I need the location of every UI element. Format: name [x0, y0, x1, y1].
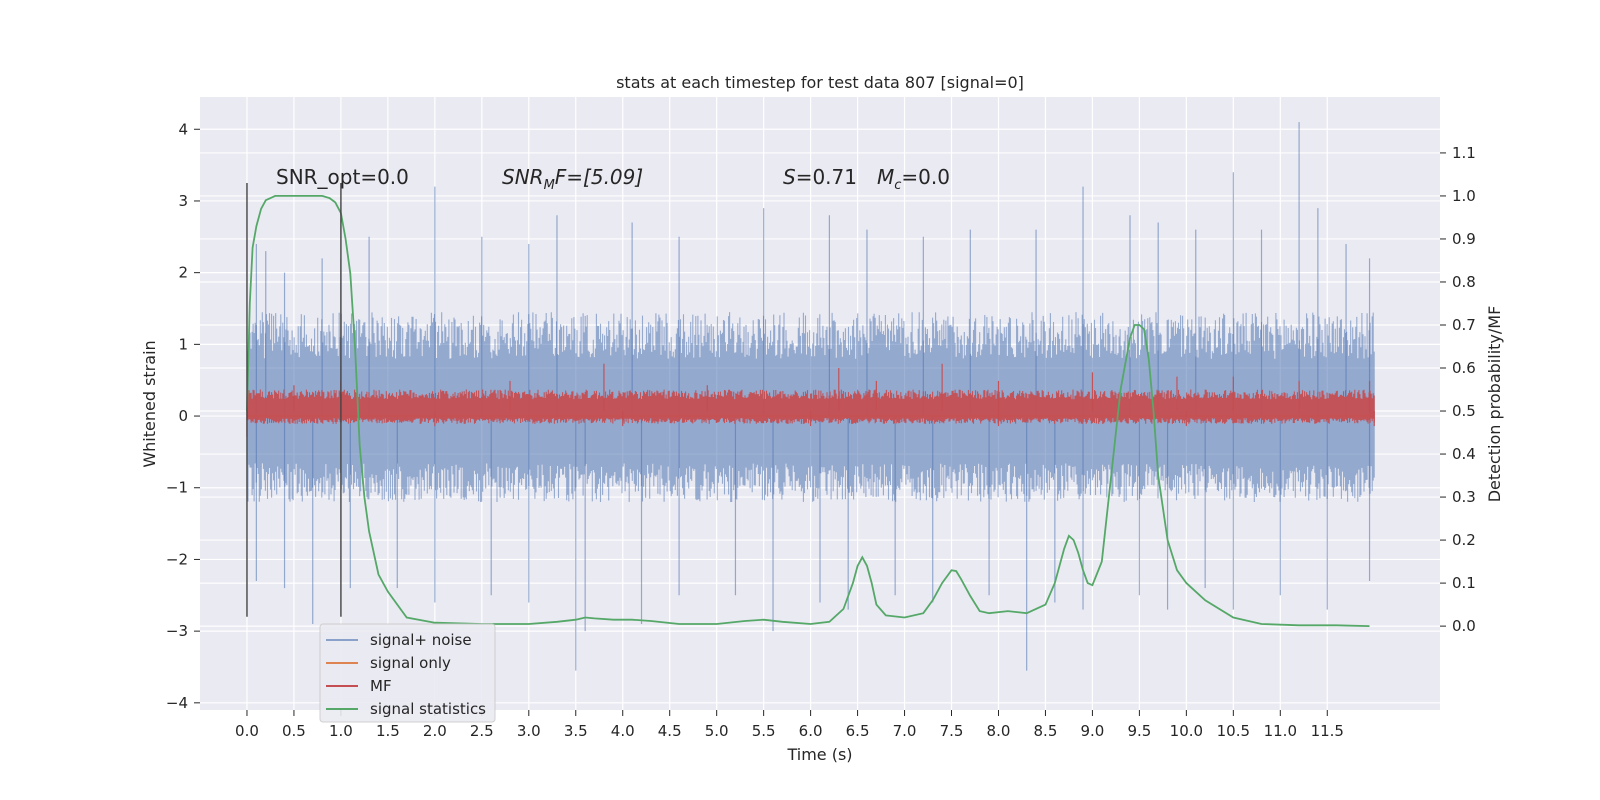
- annotation-mc-main: M: [877, 165, 894, 189]
- annotations: SNR_opt=0.0 SNRMF=[5.09] S=0.71 Mc=0.0: [276, 165, 950, 193]
- y-right-tick-label: 0.5: [1452, 402, 1476, 420]
- annotation-mc-value: =0.0: [901, 165, 950, 189]
- y-right-tick-label: 0.6: [1452, 359, 1476, 377]
- annotation-s: S=0.71: [783, 165, 857, 189]
- x-tick-label: 7.0: [893, 722, 917, 740]
- series-mf: [246, 363, 1375, 437]
- legend-label: signal statistics: [370, 700, 486, 718]
- annotation-mc-sub: c: [894, 178, 901, 193]
- x-tick-label: 9.5: [1127, 722, 1151, 740]
- x-axis: 0.0 0.5 1.0 1.5 2.0 2.5 3.0 3.5 4.0 4.5 5.0 5.5 6.0 6…: [235, 710, 1344, 740]
- x-tick-label: 6.0: [799, 722, 823, 740]
- annotation-snr-mf-sub: M: [544, 178, 555, 193]
- legend-box: [319, 623, 496, 723]
- y-tick-label: 4: [178, 120, 188, 138]
- annotation-s-main: S: [783, 165, 796, 189]
- x-tick-label: 8.0: [987, 722, 1011, 740]
- y-tick-label: 0: [178, 407, 188, 425]
- y-right-tick-label: 0.0: [1452, 617, 1476, 635]
- x-tick-label: 4.0: [611, 722, 635, 740]
- y-tick-label: −2: [166, 550, 188, 568]
- y-axis-right: 1.1 1.0 0.9 0.8 0.7 0.6 0.5 0.4 0.3 0.2 0.1 0.0: [1440, 144, 1476, 635]
- y-right-tick-label: 0.4: [1452, 445, 1476, 463]
- y-right-tick-label: 0.9: [1452, 230, 1476, 248]
- legend-entries: signal+ noise signal only MF signal statist…: [326, 631, 486, 718]
- y-tick-label: 2: [178, 264, 188, 282]
- x-tick-label: 2.0: [423, 722, 447, 740]
- chart-title: stats at each timestep for test data 807…: [616, 73, 1024, 92]
- series-signal-noise: [246, 122, 1375, 671]
- x-tick-label: 6.5: [846, 722, 870, 740]
- x-tick-label: 2.5: [470, 722, 494, 740]
- y-right-tick-label: 0.3: [1452, 488, 1476, 506]
- annotation-s-value: =0.71: [796, 165, 857, 189]
- legend-label: signal+ noise: [370, 631, 472, 649]
- x-tick-label: 9.0: [1080, 722, 1104, 740]
- annotation-mc: Mc=0.0: [877, 165, 950, 193]
- x-tick-label: 1.0: [329, 722, 353, 740]
- x-tick-label: 4.5: [658, 722, 682, 740]
- y-right-tick-label: 1.0: [1452, 187, 1476, 205]
- x-tick-label: 5.0: [705, 722, 729, 740]
- x-tick-label: 3.0: [517, 722, 541, 740]
- y-axis-label: Whitened strain: [140, 340, 159, 467]
- y-right-tick-label: 0.8: [1452, 273, 1476, 291]
- y-right-tick-label: 0.2: [1452, 531, 1476, 549]
- y-tick-label: −3: [166, 622, 188, 640]
- x-tick-label: 5.5: [752, 722, 776, 740]
- y-right-tick-label: 0.1: [1452, 574, 1476, 592]
- y-tick-label: 1: [178, 335, 188, 353]
- legend-label: MF: [370, 677, 392, 695]
- x-tick-label: 7.5: [940, 722, 964, 740]
- y-tick-label: −1: [166, 479, 188, 497]
- x-tick-label: 10.5: [1217, 722, 1250, 740]
- legend: signal+ noise signal only MF signal statist…: [319, 623, 496, 723]
- series-signal-statistics: [246, 194, 1370, 627]
- legend-label: signal only: [370, 654, 451, 672]
- x-tick-label: 0.0: [235, 722, 259, 740]
- x-tick-label: 10.0: [1170, 722, 1203, 740]
- x-axis-label: Time (s): [786, 745, 852, 764]
- annotation-snr-mf-main: SNR: [502, 165, 544, 189]
- y-tick-label: −4: [166, 694, 188, 712]
- x-tick-label: 0.5: [282, 722, 306, 740]
- x-tick-label: 11.5: [1311, 722, 1344, 740]
- x-tick-label: 8.5: [1034, 722, 1058, 740]
- x-tick-label: 1.5: [376, 722, 400, 740]
- x-tick-label: 3.5: [564, 722, 588, 740]
- annotation-snr-mf-rest: F=[5.09]: [555, 165, 643, 189]
- y-right-tick-label: 0.7: [1452, 316, 1476, 334]
- vertical-markers: [246, 183, 342, 617]
- series-layer: [246, 122, 1375, 671]
- annotation-snr-mf: SNRMF=[5.09]: [502, 165, 643, 193]
- y-axis-left: 4 3 2 1 0 −1 −2 −3 −4: [166, 120, 200, 712]
- x-tick-label: 11.0: [1264, 722, 1297, 740]
- y-tick-label: 3: [178, 192, 188, 210]
- annotation-snr-opt: SNR_opt=0.0: [276, 165, 409, 189]
- y-axis-right-label: Detection probability/MF: [1485, 306, 1504, 503]
- y-right-tick-label: 1.1: [1452, 144, 1476, 162]
